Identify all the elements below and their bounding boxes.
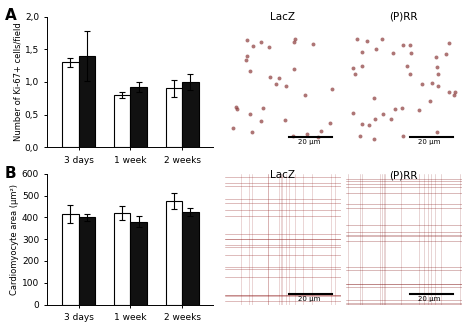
- Point: [356, 133, 364, 138]
- Point: [265, 44, 273, 50]
- Point: [379, 36, 386, 41]
- Point: [232, 104, 239, 109]
- Point: [258, 40, 265, 45]
- Point: [318, 128, 325, 133]
- Point: [246, 111, 254, 116]
- Text: 20 μm: 20 μm: [298, 139, 320, 145]
- Point: [428, 81, 436, 86]
- Text: (P)RR: (P)RR: [390, 12, 418, 22]
- Point: [370, 95, 378, 101]
- Point: [450, 93, 457, 98]
- Point: [365, 122, 373, 127]
- Point: [314, 134, 322, 140]
- Point: [259, 106, 266, 111]
- Point: [266, 74, 274, 80]
- Point: [445, 40, 453, 45]
- Point: [349, 66, 356, 71]
- Point: [370, 136, 378, 142]
- Point: [406, 71, 413, 76]
- Point: [272, 81, 280, 86]
- Point: [452, 89, 459, 95]
- Text: B: B: [5, 166, 17, 180]
- Point: [304, 131, 311, 137]
- Point: [387, 117, 395, 122]
- Point: [433, 64, 441, 70]
- Point: [400, 42, 407, 48]
- Y-axis label: Cardiomyocyte area (μm²): Cardiomyocyte area (μm²): [10, 184, 19, 295]
- Point: [291, 37, 299, 42]
- Point: [290, 39, 297, 44]
- Bar: [62, 214, 79, 305]
- Point: [233, 106, 241, 112]
- Point: [379, 112, 387, 117]
- Point: [389, 51, 397, 56]
- Point: [363, 38, 371, 43]
- Point: [351, 71, 359, 76]
- Point: [434, 83, 442, 88]
- Point: [445, 89, 453, 94]
- Point: [281, 118, 289, 123]
- Point: [282, 84, 290, 89]
- Point: [327, 120, 334, 125]
- Point: [353, 37, 361, 42]
- Text: A: A: [5, 8, 17, 23]
- Point: [309, 42, 317, 47]
- Point: [399, 134, 407, 139]
- Point: [391, 106, 399, 112]
- Point: [358, 63, 366, 68]
- Point: [244, 37, 251, 42]
- Bar: [165, 88, 182, 147]
- Point: [403, 63, 410, 69]
- Point: [371, 117, 379, 122]
- Text: LacZ: LacZ: [271, 12, 295, 22]
- Point: [432, 54, 440, 60]
- Point: [290, 67, 298, 72]
- Bar: [130, 87, 147, 147]
- Bar: [114, 95, 130, 147]
- Text: 20 μm: 20 μm: [419, 139, 441, 145]
- Point: [349, 111, 356, 116]
- Bar: [130, 222, 147, 305]
- Bar: [79, 56, 95, 147]
- Point: [407, 51, 415, 56]
- Bar: [182, 212, 199, 305]
- Point: [244, 54, 251, 59]
- Point: [358, 49, 365, 54]
- Point: [433, 130, 441, 135]
- Point: [418, 81, 426, 87]
- Text: (P)RR: (P)RR: [390, 170, 418, 180]
- Point: [328, 86, 336, 92]
- Y-axis label: Number of Ki-67+ cells/field: Number of Ki-67+ cells/field: [13, 23, 22, 141]
- Text: LacZ: LacZ: [271, 170, 295, 180]
- Point: [289, 133, 297, 139]
- Point: [301, 92, 309, 97]
- Point: [249, 43, 257, 48]
- Bar: [114, 213, 130, 305]
- Point: [358, 121, 365, 127]
- Point: [248, 129, 255, 134]
- Text: 20 μm: 20 μm: [298, 296, 320, 302]
- Point: [246, 69, 254, 74]
- Bar: [79, 217, 95, 305]
- Bar: [182, 82, 199, 147]
- Point: [406, 42, 413, 47]
- Text: 20 μm: 20 μm: [419, 296, 441, 302]
- Point: [398, 105, 405, 111]
- Bar: [62, 62, 79, 147]
- Point: [415, 108, 423, 113]
- Point: [257, 119, 265, 124]
- Point: [373, 47, 380, 52]
- Point: [242, 57, 249, 62]
- Point: [435, 71, 442, 77]
- Point: [426, 99, 434, 104]
- Point: [442, 52, 449, 57]
- Bar: [165, 201, 182, 305]
- Point: [275, 75, 283, 81]
- Point: [229, 125, 237, 131]
